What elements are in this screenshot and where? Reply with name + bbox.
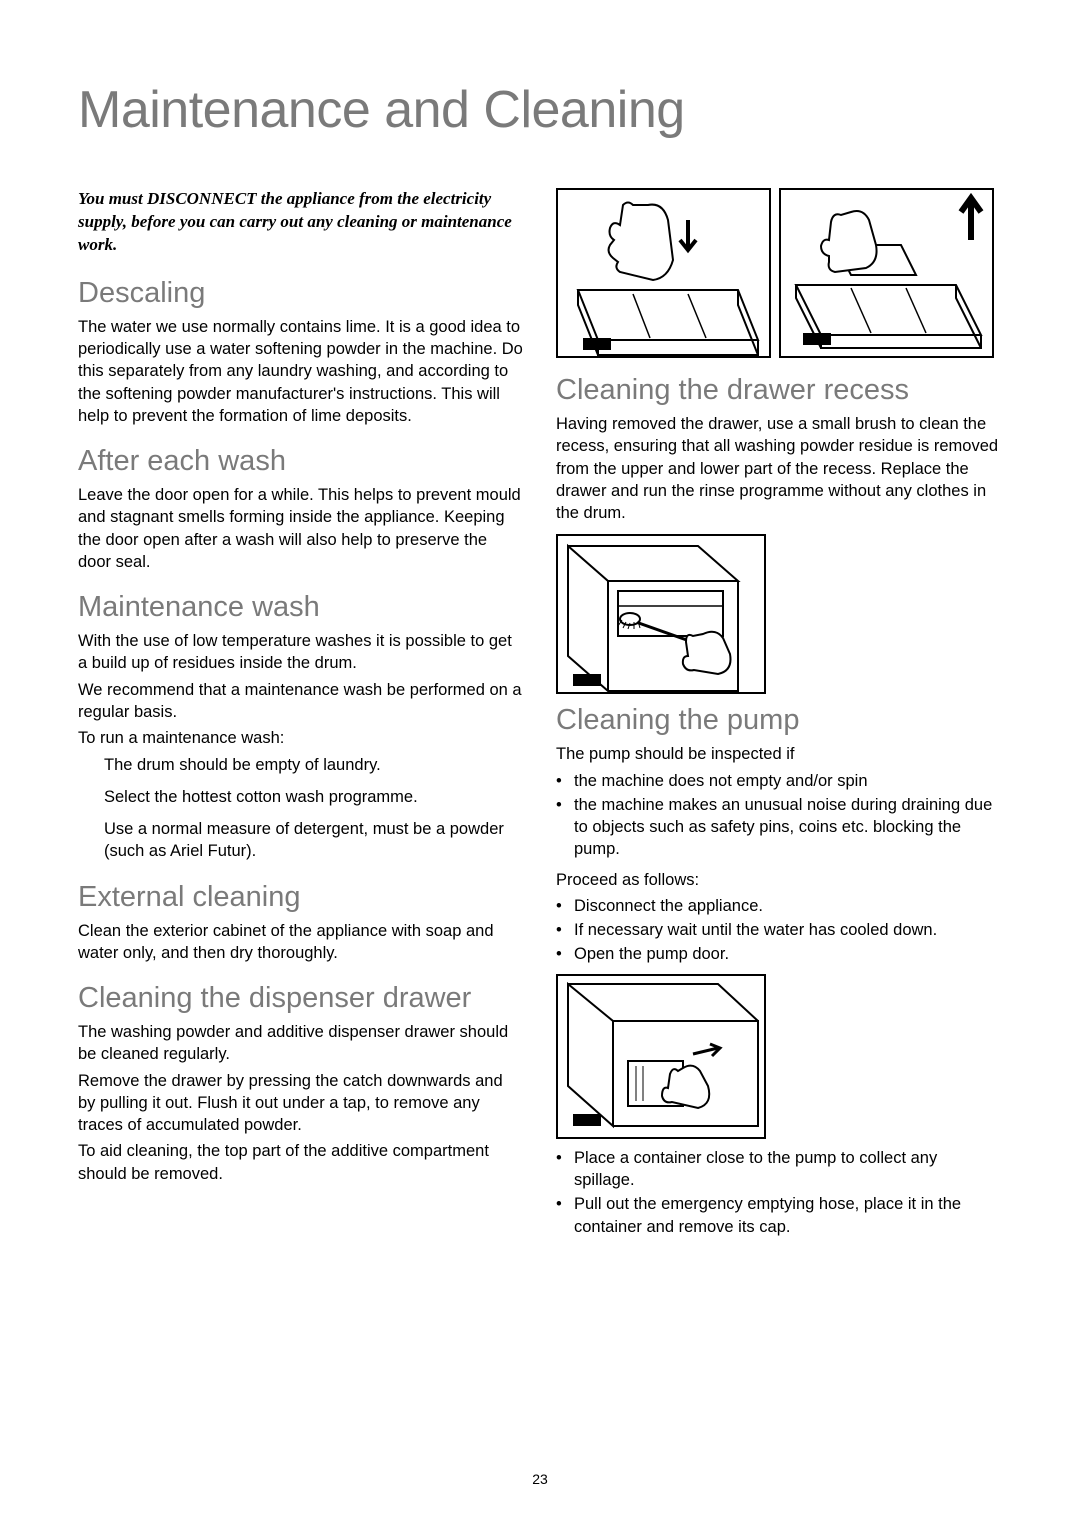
heading-descaling: Descaling [78,277,524,310]
recess-brush-illustration [556,534,766,694]
page-number: 23 [532,1471,548,1487]
list-item: Pull out the emergency emptying hose, pl… [556,1193,1002,1238]
pump-steps-1: Disconnect the appliance. If necessary w… [556,895,1002,966]
text-dispenser-p3: To aid cleaning, the top part of the add… [78,1140,524,1185]
content-columns: You must DISCONNECT the appliance from t… [78,188,1002,1240]
list-item: If necessary wait until the water has co… [556,919,1002,941]
text-descaling: The water we use normally contains lime.… [78,316,524,427]
text-maintenance-p1: With the use of low temperature washes i… [78,630,524,675]
text-external-cleaning: Clean the exterior cabinet of the applia… [78,920,524,965]
list-item: Use a normal measure of detergent, must … [104,818,524,863]
pump-reasons: the machine does not empty and/or spin t… [556,770,1002,861]
text-dispenser-p2: Remove the drawer by pressing the catch … [78,1070,524,1137]
text-maintenance-p2: We recommend that a maintenance wash be … [78,679,524,724]
heading-external-cleaning: External cleaning [78,881,524,914]
maintenance-steps: The drum should be empty of laundry. Sel… [78,754,524,863]
pump-steps-2: Place a container close to the pump to c… [556,1147,1002,1238]
right-column: Cleaning the drawer recess Having remove… [556,188,1002,1240]
list-item: Select the hottest cotton wash programme… [104,786,524,808]
list-item: the machine makes an unusual noise durin… [556,794,1002,861]
heading-maintenance-wash: Maintenance wash [78,591,524,624]
text-dispenser-p1: The washing powder and additive dispense… [78,1021,524,1066]
drawer-press-illustration [556,188,771,358]
pump-door-illustration [556,974,766,1139]
list-item: Open the pump door. [556,943,1002,965]
page-title: Maintenance and Cleaning [78,80,1002,140]
heading-dispenser-drawer: Cleaning the dispenser drawer [78,982,524,1015]
list-item: Place a container close to the pump to c… [556,1147,1002,1192]
text-proceed: Proceed as follows: [556,869,1002,891]
list-item: The drum should be empty of laundry. [104,754,524,776]
disconnect-warning: You must DISCONNECT the appliance from t… [78,188,524,257]
drawer-pull-illustration [779,188,994,358]
text-after-each-wash: Leave the door open for a while. This he… [78,484,524,573]
heading-cleaning-pump: Cleaning the pump [556,704,1002,737]
drawer-illustration-row [556,188,1002,358]
list-item: the machine does not empty and/or spin [556,770,1002,792]
left-column: You must DISCONNECT the appliance from t… [78,188,524,1240]
heading-after-each-wash: After each wash [78,445,524,478]
heading-drawer-recess: Cleaning the drawer recess [556,374,1002,407]
list-item: Disconnect the appliance. [556,895,1002,917]
text-pump-intro: The pump should be inspected if [556,743,1002,765]
text-maintenance-p3: To run a maintenance wash: [78,727,524,749]
text-drawer-recess: Having removed the drawer, use a small b… [556,413,1002,524]
